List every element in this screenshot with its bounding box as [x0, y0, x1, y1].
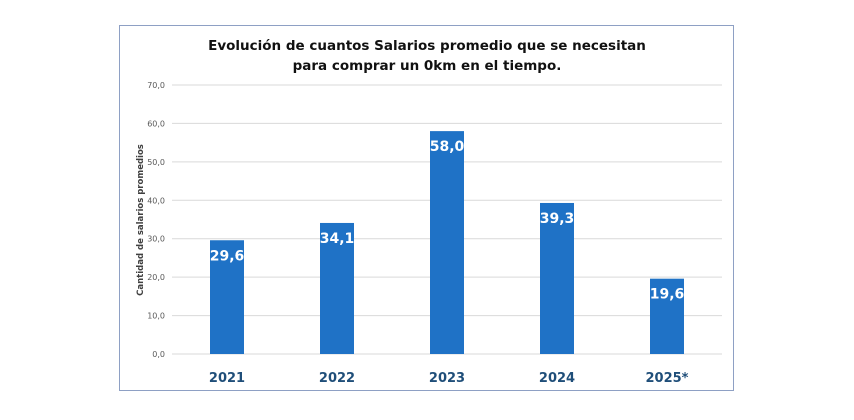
- category-labels: 2021 2022 2023 2024 2025*: [209, 371, 689, 386]
- y-tick-label: 30,0: [147, 235, 165, 244]
- y-tick-label: 50,0: [147, 158, 165, 167]
- category-label: 2025*: [646, 371, 689, 386]
- bar: [540, 202, 574, 354]
- data-label: 39,3: [540, 211, 575, 227]
- y-tick-label: 60,0: [147, 119, 165, 128]
- y-axis-label: Cantidad de salarios promedios: [136, 144, 146, 296]
- data-label: 29,6: [210, 248, 245, 264]
- y-tick-label: 10,0: [147, 312, 165, 321]
- data-label: 58,0: [430, 139, 465, 155]
- y-tick-label: 70,0: [147, 81, 165, 90]
- y-tick-label: 0,0: [152, 350, 165, 359]
- category-label: 2023: [429, 371, 465, 386]
- data-labels: 29,6 34,1 58,0 39,3 19,6: [210, 139, 685, 303]
- y-tick-label: 40,0: [147, 196, 165, 205]
- bar: [430, 131, 464, 354]
- category-label: 2024: [539, 371, 575, 386]
- chart-title-line-2: para comprar un 0km en el tiempo.: [293, 58, 562, 74]
- bars: [210, 131, 684, 354]
- category-label: 2022: [319, 371, 355, 386]
- bar: [320, 222, 354, 354]
- bar: [650, 278, 684, 354]
- data-label: 34,1: [320, 231, 355, 247]
- data-label: 19,6: [650, 287, 685, 303]
- bar: [210, 240, 244, 354]
- chart-title-line-1: Evolución de cuantos Salarios promedio q…: [208, 38, 646, 54]
- y-tick-label: 20,0: [147, 273, 165, 282]
- y-tick-labels: 0,0 10,0 20,0 30,0 40,0 50,0 60,0 70,0: [147, 81, 165, 359]
- category-label: 2021: [209, 371, 245, 386]
